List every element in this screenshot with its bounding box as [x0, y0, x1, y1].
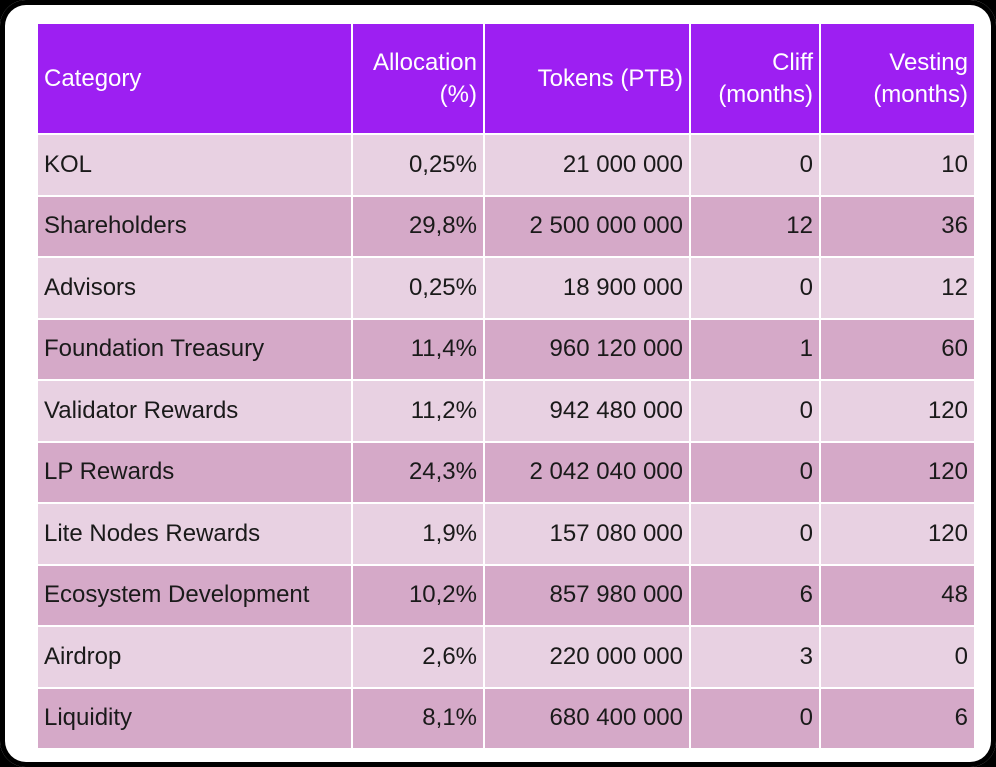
cell-vesting: 120: [819, 440, 976, 504]
cell-allocation: 10,2%: [351, 563, 485, 627]
cell-tokens: 21 000 000: [483, 133, 691, 197]
cell-category: Airdrop: [36, 625, 353, 689]
cell-tokens: 680 400 000: [483, 686, 691, 750]
table-row: Airdrop 2,6% 220 000 000 3 0: [36, 625, 976, 689]
cell-category: LP Rewards: [36, 440, 353, 504]
table-row: LP Rewards 24,3% 2 042 040 000 0 120: [36, 440, 976, 504]
cell-category: Ecosystem Development: [36, 563, 353, 627]
cell-vesting: 48: [819, 563, 976, 627]
cell-cliff: 0: [689, 133, 821, 197]
cell-cliff: 1: [689, 317, 821, 381]
cell-category: KOL: [36, 133, 353, 197]
cell-vesting: 120: [819, 502, 976, 566]
cell-cliff: 12: [689, 194, 821, 258]
cell-vesting: 36: [819, 194, 976, 258]
cell-category: Liquidity: [36, 686, 353, 750]
cell-vesting: 12: [819, 256, 976, 320]
table-row: Ecosystem Development 10,2% 857 980 000 …: [36, 563, 976, 627]
cell-tokens: 2 500 000 000: [483, 194, 691, 258]
table-row: Shareholders 29,8% 2 500 000 000 12 36: [36, 194, 976, 258]
cell-allocation: 1,9%: [351, 502, 485, 566]
cell-tokens: 857 980 000: [483, 563, 691, 627]
table-row: Validator Rewards 11,2% 942 480 000 0 12…: [36, 379, 976, 443]
cell-cliff: 0: [689, 256, 821, 320]
table-row: Advisors 0,25% 18 900 000 0 12: [36, 256, 976, 320]
cell-cliff: 0: [689, 502, 821, 566]
cell-category: Validator Rewards: [36, 379, 353, 443]
cell-allocation: 2,6%: [351, 625, 485, 689]
cell-vesting: 0: [819, 625, 976, 689]
cell-tokens: 2 042 040 000: [483, 440, 691, 504]
cell-category: Advisors: [36, 256, 353, 320]
cell-cliff: 6: [689, 563, 821, 627]
table-row: Foundation Treasury 11,4% 960 120 000 1 …: [36, 317, 976, 381]
cell-vesting: 120: [819, 379, 976, 443]
cell-allocation: 0,25%: [351, 256, 485, 320]
cell-tokens: 960 120 000: [483, 317, 691, 381]
token-allocation-table: Category Allocation (%) Tokens (PTB) Clif…: [36, 22, 976, 750]
cell-allocation: 24,3%: [351, 440, 485, 504]
cell-category: Shareholders: [36, 194, 353, 258]
cell-tokens: 18 900 000: [483, 256, 691, 320]
header-vesting: Vesting (months): [819, 22, 976, 135]
cell-tokens: 157 080 000: [483, 502, 691, 566]
table-row: Lite Nodes Rewards 1,9% 157 080 000 0 12…: [36, 502, 976, 566]
header-row: Category Allocation (%) Tokens (PTB) Clif…: [36, 22, 976, 135]
cell-allocation: 0,25%: [351, 133, 485, 197]
cell-tokens: 220 000 000: [483, 625, 691, 689]
cell-vesting: 60: [819, 317, 976, 381]
cell-vesting: 10: [819, 133, 976, 197]
cell-cliff: 3: [689, 625, 821, 689]
cell-tokens: 942 480 000: [483, 379, 691, 443]
table-header: Category Allocation (%) Tokens (PTB) Clif…: [36, 22, 976, 135]
table-row: KOL 0,25% 21 000 000 0 10: [36, 133, 976, 197]
cell-allocation: 29,8%: [351, 194, 485, 258]
table-body: KOL 0,25% 21 000 000 0 10 Shareholders 2…: [36, 133, 976, 750]
cell-cliff: 0: [689, 379, 821, 443]
header-tokens: Tokens (PTB): [483, 22, 691, 135]
header-cliff: Cliff (months): [689, 22, 821, 135]
cell-vesting: 6: [819, 686, 976, 750]
cell-category: Foundation Treasury: [36, 317, 353, 381]
cell-category: Lite Nodes Rewards: [36, 502, 353, 566]
cell-cliff: 0: [689, 440, 821, 504]
cell-cliff: 0: [689, 686, 821, 750]
header-allocation: Allocation (%): [351, 22, 485, 135]
cell-allocation: 11,2%: [351, 379, 485, 443]
table-row: Liquidity 8,1% 680 400 000 0 6: [36, 686, 976, 750]
cell-allocation: 8,1%: [351, 686, 485, 750]
header-category: Category: [36, 22, 353, 135]
cell-allocation: 11,4%: [351, 317, 485, 381]
